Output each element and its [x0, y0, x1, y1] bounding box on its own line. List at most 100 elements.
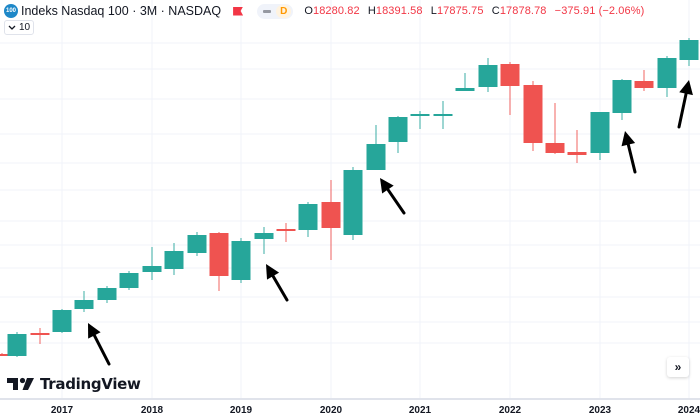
chevron-down-icon	[8, 25, 16, 30]
candle[interactable]	[7, 332, 27, 357]
candle-body	[164, 251, 184, 269]
double-chevron-right-icon: »	[674, 360, 682, 374]
candle[interactable]	[679, 38, 699, 66]
delayed-badge: D	[276, 4, 292, 18]
x-tick-label: 2018	[140, 405, 164, 416]
candle[interactable]	[298, 202, 318, 237]
candle[interactable]	[343, 167, 363, 240]
indicators-collapse-button[interactable]: 10	[4, 20, 34, 35]
x-tick-label: 2023	[588, 405, 612, 416]
candlestick-plot[interactable]	[0, 0, 700, 398]
candle-body	[74, 300, 94, 309]
candle-body	[478, 65, 498, 87]
candle[interactable]	[657, 56, 677, 97]
candle-body	[142, 266, 162, 272]
market-status-pill[interactable]: D	[257, 3, 294, 19]
candle[interactable]	[30, 328, 50, 344]
candle[interactable]	[433, 101, 453, 129]
arrow-annotation[interactable]	[266, 264, 289, 302]
candle-body	[30, 333, 50, 335]
candle-body	[388, 117, 408, 142]
x-tick-label: 2017	[50, 405, 74, 416]
candle[interactable]	[388, 116, 408, 153]
candle[interactable]	[567, 130, 587, 163]
minus-icon	[263, 9, 272, 13]
scroll-to-realtime-button[interactable]: »	[667, 357, 689, 377]
x-tick-label: 2021	[408, 405, 432, 416]
candle[interactable]	[209, 232, 229, 291]
candle-body	[567, 152, 587, 155]
candle-body	[410, 114, 430, 116]
flag-icon[interactable]	[233, 6, 244, 16]
x-tick-label: 2022	[498, 405, 522, 416]
candle-body	[0, 354, 12, 356]
symbol-title[interactable]: Indeks Nasdaq 100 · 3M · NASDAQ	[21, 4, 222, 18]
candle[interactable]	[612, 79, 632, 120]
candle[interactable]	[455, 73, 475, 91]
candle[interactable]	[142, 247, 162, 280]
candle-body	[52, 310, 72, 332]
close-value: 17878.78	[499, 5, 547, 17]
candle[interactable]	[254, 227, 274, 254]
candle-body	[209, 233, 229, 276]
candle-body	[500, 64, 520, 86]
candle[interactable]	[410, 111, 430, 129]
high-value: 18391.58	[375, 5, 423, 17]
arrow-annotation[interactable]	[677, 80, 693, 129]
candle[interactable]	[634, 70, 654, 91]
candle-body	[545, 143, 565, 153]
candle-body	[97, 288, 117, 300]
candle[interactable]	[97, 286, 117, 303]
tradingview-mark-icon	[7, 377, 34, 390]
candle[interactable]	[590, 112, 610, 160]
candle-body	[433, 114, 453, 116]
candle[interactable]	[478, 58, 498, 92]
candle[interactable]	[321, 180, 341, 260]
candle-body	[612, 80, 632, 113]
candle[interactable]	[523, 81, 543, 151]
candle[interactable]	[187, 232, 207, 256]
candle-body	[254, 233, 274, 239]
candle[interactable]	[164, 243, 184, 275]
open-label: O	[304, 5, 313, 17]
candle-body	[679, 40, 699, 60]
x-tick-label: 2019	[229, 405, 253, 416]
arrow-annotation[interactable]	[88, 323, 111, 366]
candle[interactable]	[74, 291, 94, 312]
candle-body	[187, 235, 207, 253]
time-axis[interactable]: 2017 2018 2019 2020 2021 2022 2023 2024	[0, 398, 700, 418]
candle-body	[321, 202, 341, 228]
candle[interactable]	[52, 309, 72, 333]
tradingview-logo[interactable]: TradingView	[7, 375, 141, 393]
arrow-annotation[interactable]	[621, 131, 637, 174]
candle[interactable]	[119, 271, 139, 290]
candle-body	[455, 88, 475, 91]
x-tick-label: 2024	[677, 405, 700, 416]
candle-body	[634, 81, 654, 88]
candle[interactable]	[231, 238, 251, 283]
candle[interactable]	[276, 223, 296, 242]
low-value: 17875.75	[436, 5, 484, 17]
candle-body	[7, 334, 27, 356]
candle-body	[276, 229, 296, 231]
high-label: H	[367, 5, 376, 17]
indicator-count: 10	[18, 22, 31, 33]
candle[interactable]	[545, 103, 565, 154]
candle-body	[343, 170, 363, 235]
candle-body	[590, 112, 610, 153]
candle-body	[119, 273, 139, 288]
candle[interactable]	[500, 62, 520, 115]
symbol-logo-icon[interactable]: 100	[4, 4, 18, 18]
candle-body	[657, 58, 677, 88]
candle[interactable]	[0, 353, 12, 356]
low-label: L	[430, 5, 437, 17]
candle-body	[298, 204, 318, 230]
tradingview-wordmark: TradingView	[40, 375, 141, 393]
change-value: −375.91 (−2.06%)	[554, 5, 645, 17]
x-tick-label: 2020	[319, 405, 343, 416]
arrow-annotation[interactable]	[380, 178, 406, 215]
close-label: C	[491, 5, 500, 17]
chart-legend: 100 Indeks Nasdaq 100 · 3M · NASDAQ D O 1…	[4, 2, 649, 20]
candle[interactable]	[366, 125, 386, 170]
